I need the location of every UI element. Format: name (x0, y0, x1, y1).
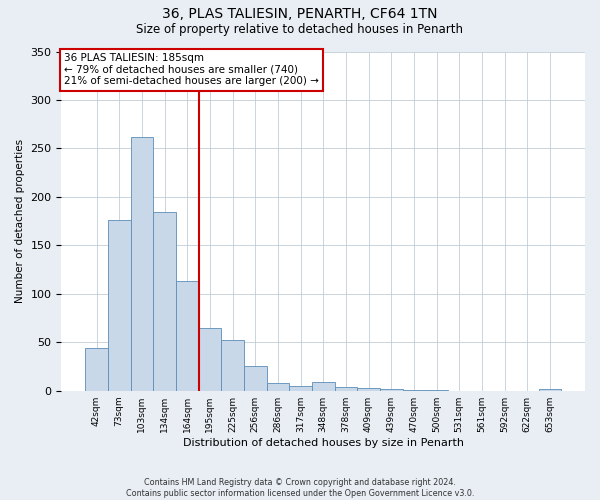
Text: Size of property relative to detached houses in Penarth: Size of property relative to detached ho… (137, 22, 464, 36)
Bar (380, 389, 403, 390)
Bar (199, 328, 221, 390)
Bar (131, 137, 153, 390)
Bar (153, 212, 176, 390)
Bar (85, 348, 108, 391)
Bar (539, 389, 561, 390)
Bar (244, 366, 266, 390)
Bar (289, 386, 312, 390)
Bar (176, 281, 199, 390)
Text: Contains HM Land Registry data © Crown copyright and database right 2024.
Contai: Contains HM Land Registry data © Crown c… (126, 478, 474, 498)
Bar (266, 383, 289, 390)
Bar (108, 220, 131, 390)
Y-axis label: Number of detached properties: Number of detached properties (15, 139, 25, 303)
Bar (357, 388, 380, 390)
Text: 36, PLAS TALIESIN, PENARTH, CF64 1TN: 36, PLAS TALIESIN, PENARTH, CF64 1TN (162, 8, 438, 22)
Bar (221, 340, 244, 390)
Bar (335, 387, 357, 390)
Text: 36 PLAS TALIESIN: 185sqm
← 79% of detached houses are smaller (740)
21% of semi-: 36 PLAS TALIESIN: 185sqm ← 79% of detach… (64, 53, 319, 86)
X-axis label: Distribution of detached houses by size in Penarth: Distribution of detached houses by size … (183, 438, 464, 448)
Bar (312, 382, 335, 390)
